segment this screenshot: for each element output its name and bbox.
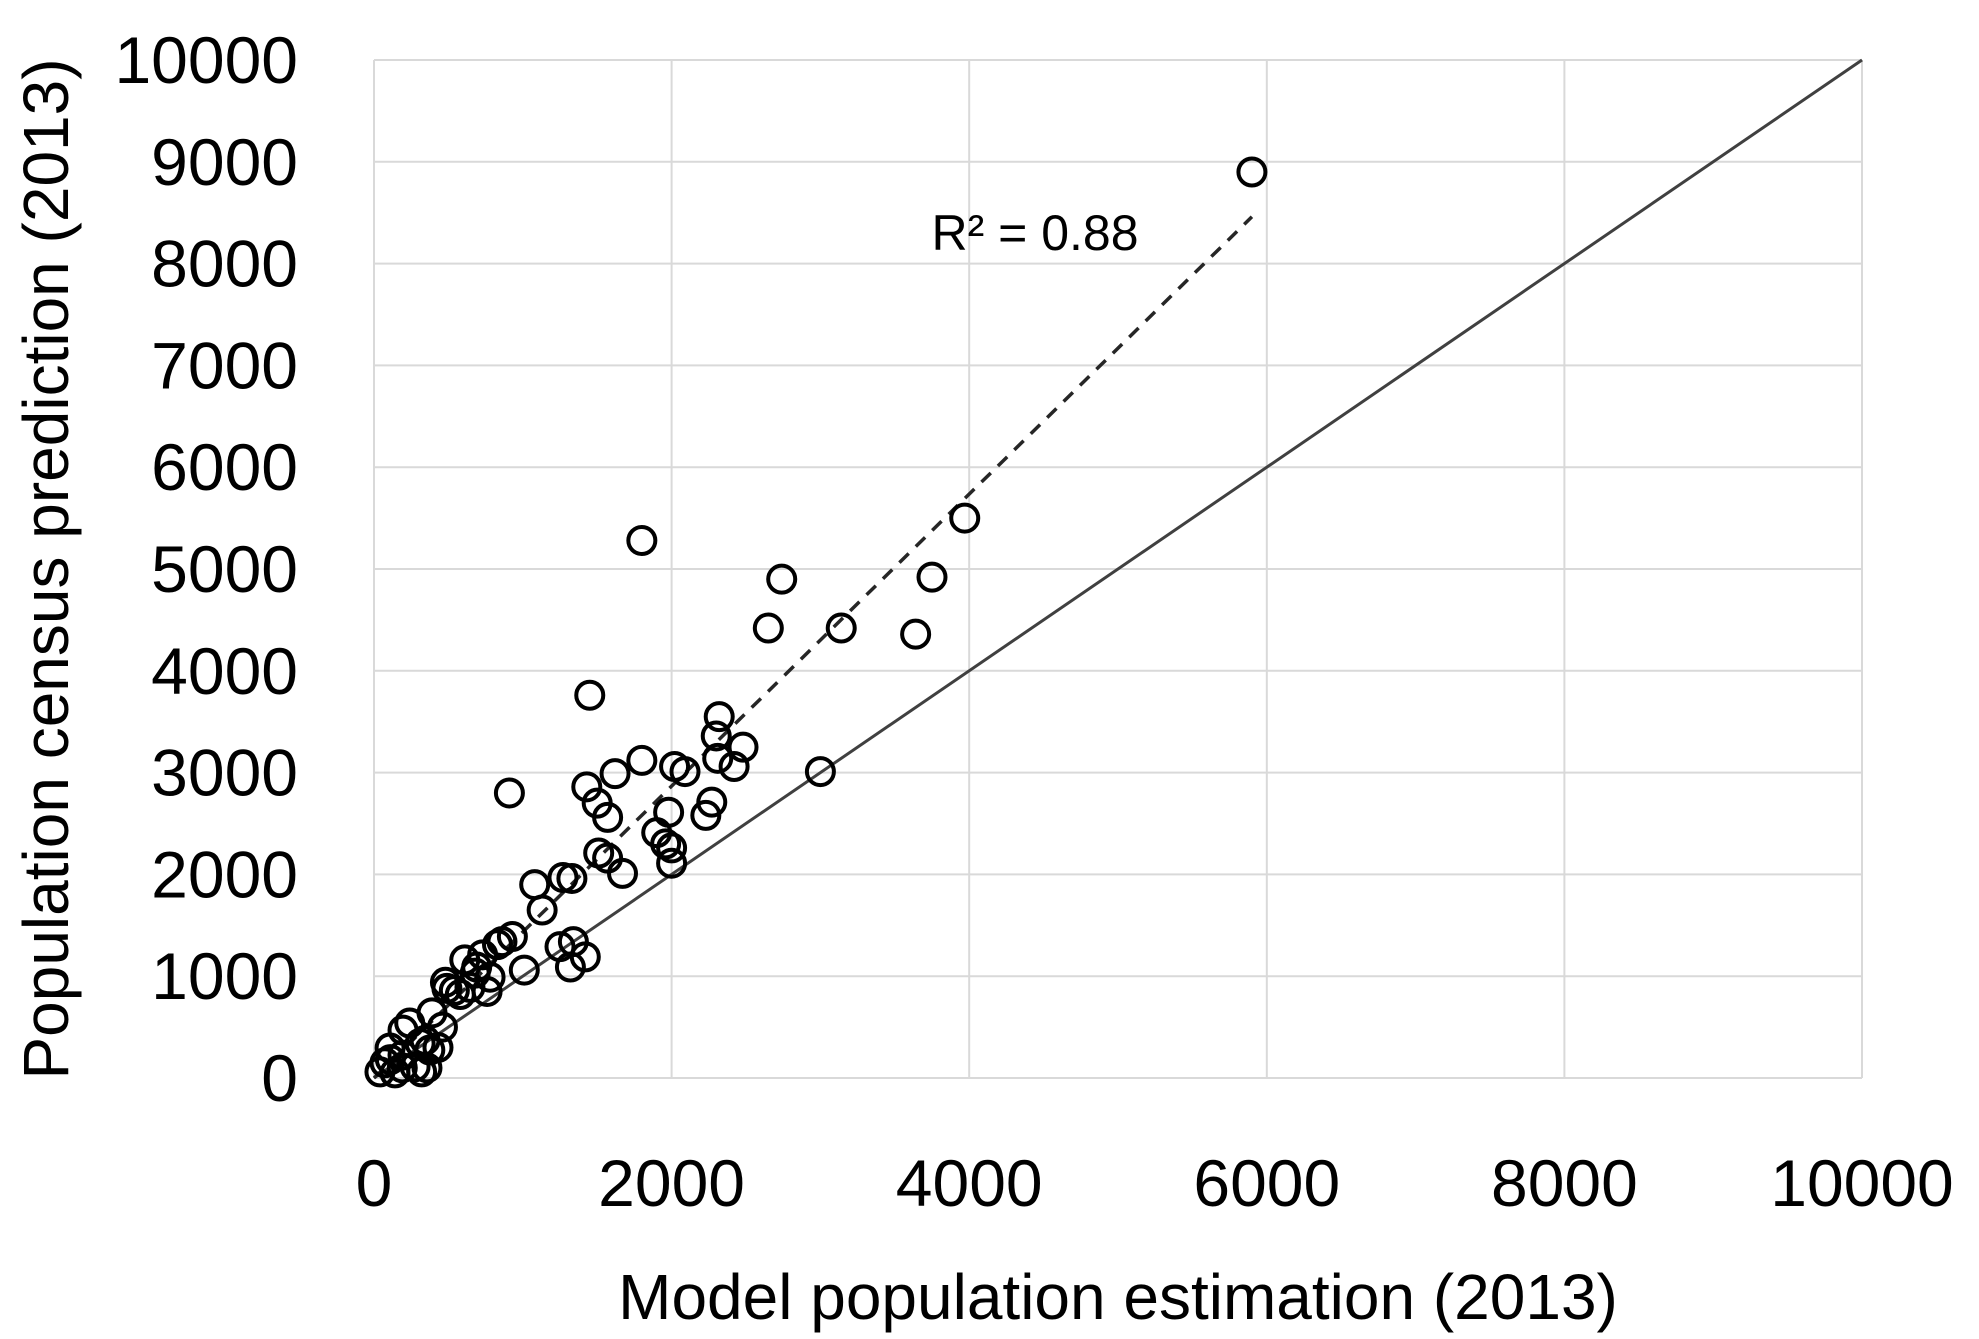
y-axis-tick-label: 2000: [151, 837, 298, 911]
data-point-marker: [406, 1056, 438, 1088]
data-point-marker: [508, 954, 540, 986]
data-point-marker: [916, 561, 948, 593]
y-axis-tick-label: 8000: [151, 227, 298, 301]
data-point-marker: [900, 618, 932, 650]
data-point-marker: [653, 796, 685, 828]
data-point-marker: [703, 701, 735, 733]
data-point-marker: [554, 951, 586, 983]
data-point-marker: [752, 612, 784, 644]
scatter-series: [364, 156, 1268, 1089]
data-point-marker: [493, 777, 525, 809]
data-point-marker: [626, 744, 658, 776]
identity-line: [373, 58, 1863, 1080]
data-point-marker: [571, 771, 603, 803]
data-point-marker: [526, 894, 558, 926]
r-squared-annotation: R² = 0.88: [931, 205, 1138, 261]
x-axis-tick-label: 6000: [1193, 1146, 1340, 1220]
data-point-marker: [429, 966, 461, 998]
x-axis-tick-label: 0: [356, 1146, 393, 1220]
x-axis-tick-label: 10000: [1770, 1146, 1954, 1220]
data-point-marker: [606, 857, 638, 889]
data-point-marker: [1236, 156, 1268, 188]
data-point-marker: [804, 756, 836, 788]
data-point-marker: [496, 920, 528, 952]
data-point-marker: [574, 679, 606, 711]
y-axis-tick-label: 9000: [151, 125, 298, 199]
data-point-marker: [702, 742, 734, 774]
y-axis-tick-label: 5000: [151, 532, 298, 606]
x-axis-tick-label: 2000: [598, 1146, 745, 1220]
y-axis-tick-label: 4000: [151, 634, 298, 708]
data-point-marker: [766, 563, 798, 595]
data-point-marker: [825, 612, 857, 644]
data-point-marker: [583, 837, 615, 869]
data-point-marker: [626, 524, 658, 556]
data-point-marker: [364, 1056, 396, 1088]
x-axis-tick-label: 8000: [1491, 1146, 1638, 1220]
y-axis-tick-label: 10000: [114, 23, 298, 97]
tick-labels: 0 1000 2000 3000 4000 5000 6000 7000 8000 9000 100…: [114, 23, 1953, 1220]
data-point-marker: [718, 750, 750, 782]
x-axis-title: Model population estimation (2013): [618, 1261, 1618, 1333]
y-axis-tick-label: 7000: [151, 328, 298, 402]
data-point-marker: [700, 720, 732, 752]
data-point-marker: [656, 847, 688, 879]
data-point-marker: [949, 502, 981, 534]
data-point-marker: [386, 1052, 418, 1084]
data-point-marker: [547, 861, 579, 893]
data-point-marker: [599, 758, 631, 790]
x-axis-tick-label: 4000: [896, 1146, 1043, 1220]
data-point-marker: [399, 1051, 431, 1083]
data-point-marker: [411, 1052, 443, 1084]
data-point-marker: [727, 731, 759, 763]
data-point-marker: [592, 801, 624, 833]
y-axis-title: Population census prediction (2013): [10, 58, 82, 1079]
y-axis-tick-label: 6000: [151, 430, 298, 504]
data-point-marker: [690, 799, 722, 831]
data-point-marker: [669, 756, 701, 788]
y-axis-tick-label: 1000: [151, 939, 298, 1013]
data-point-marker: [650, 828, 682, 860]
trendline-dashed: [372, 215, 1254, 1080]
reference-lines: [372, 58, 1863, 1080]
y-axis-tick-label: 0: [261, 1041, 298, 1115]
y-axis-tick-label: 3000: [151, 736, 298, 810]
data-point-marker: [656, 832, 688, 864]
